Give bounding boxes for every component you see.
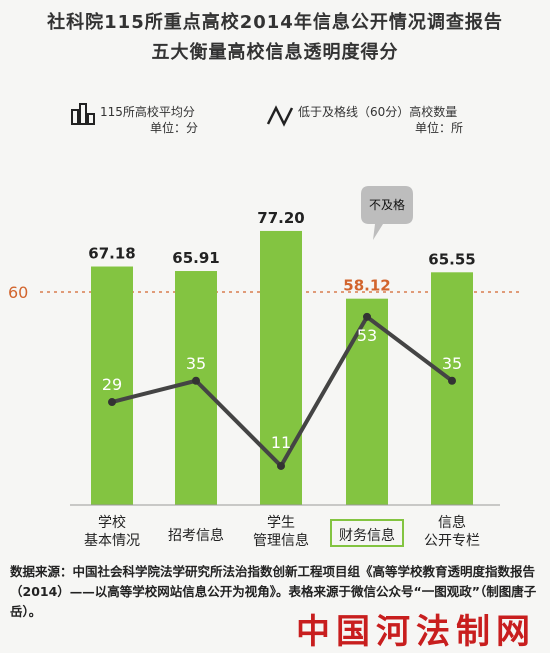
line-point <box>108 398 116 407</box>
reference-line-label: 60 <box>8 283 28 302</box>
line-value-label: 35 <box>186 354 206 373</box>
bar-value-label: 58.12 <box>343 277 390 295</box>
bar-chart-icon <box>71 103 95 125</box>
line-value-label: 53 <box>357 326 377 345</box>
annotation-label: 不及格 <box>369 197 405 212</box>
bar <box>431 272 473 505</box>
bar <box>260 230 302 505</box>
annotation-bubble <box>361 186 413 240</box>
category-label: 招考信息 <box>168 527 224 544</box>
watermark: 中国河法制网 <box>296 612 536 652</box>
line-point <box>448 376 456 385</box>
bar-value-label: 65.91 <box>172 249 219 267</box>
chart-subtitle: 五大衡量高校信息透明度得分 <box>151 42 399 63</box>
highlight-box <box>330 519 404 547</box>
line-point <box>277 461 285 470</box>
chart-title: 社科院115所重点高校2014年信息公开情况调查报告 <box>47 12 503 33</box>
legend-line-label: 低于及格线（60分）高校数量 单位：所 <box>298 105 464 135</box>
category-label: 财务信息 <box>339 527 395 544</box>
category-label: 学生管理信息 <box>253 515 309 549</box>
bar <box>91 266 133 505</box>
line-value-label: 35 <box>442 354 462 373</box>
line-point <box>192 376 200 385</box>
source-note: 数据来源：中国社会科学院法学研究所法治指数创新工程项目组《高等学校教育透明度指数… <box>10 564 537 619</box>
line-value-label: 11 <box>271 433 291 452</box>
category-label: 信息公开专栏 <box>424 514 480 549</box>
bar-value-label: 77.20 <box>257 209 304 227</box>
legend-bar-label: 115所高校平均分 单位：分 <box>100 105 199 135</box>
chart-canvas: 60 29 35 11 53 35 67.18 65.91 77.20 58.12 65.55 不… <box>8 103 520 549</box>
bar-value-label: 67.18 <box>88 245 135 263</box>
bar-value-label: 65.55 <box>428 250 475 268</box>
category-label: 学校基本情况 <box>84 514 140 549</box>
bar <box>346 298 388 505</box>
bar <box>175 271 217 505</box>
line-chart-icon <box>266 105 294 127</box>
line-value-label: 29 <box>102 375 122 394</box>
line-point <box>363 312 371 321</box>
